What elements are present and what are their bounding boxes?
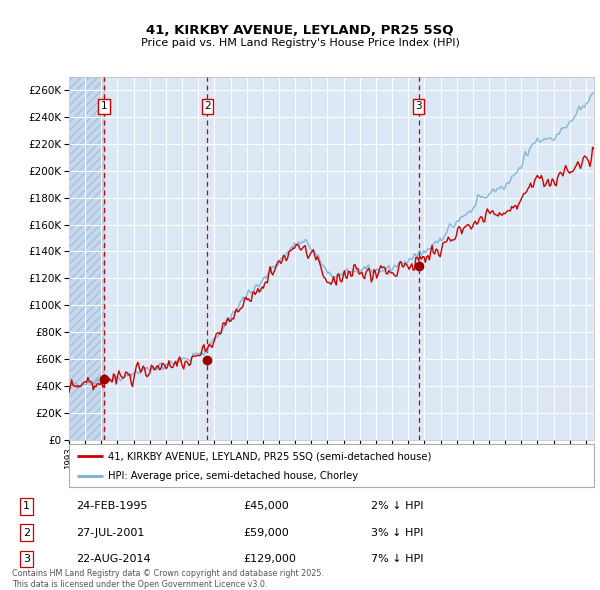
Text: 2: 2 <box>23 527 30 537</box>
Text: 27-JUL-2001: 27-JUL-2001 <box>76 527 144 537</box>
Text: £45,000: £45,000 <box>244 502 289 512</box>
Text: Contains HM Land Registry data © Crown copyright and database right 2025.
This d: Contains HM Land Registry data © Crown c… <box>12 569 324 589</box>
Text: 3% ↓ HPI: 3% ↓ HPI <box>371 527 424 537</box>
Text: 1: 1 <box>23 502 30 512</box>
Text: £59,000: £59,000 <box>244 527 289 537</box>
Bar <box>69 77 104 440</box>
Text: £129,000: £129,000 <box>244 553 296 563</box>
Text: Price paid vs. HM Land Registry's House Price Index (HPI): Price paid vs. HM Land Registry's House … <box>140 38 460 48</box>
Text: HPI: Average price, semi-detached house, Chorley: HPI: Average price, semi-detached house,… <box>109 471 359 481</box>
Text: 24-FEB-1995: 24-FEB-1995 <box>76 502 147 512</box>
Text: 41, KIRKBY AVENUE, LEYLAND, PR25 5SQ (semi-detached house): 41, KIRKBY AVENUE, LEYLAND, PR25 5SQ (se… <box>109 451 432 461</box>
Text: 1: 1 <box>100 101 107 112</box>
Text: 3: 3 <box>23 553 30 563</box>
Text: 7% ↓ HPI: 7% ↓ HPI <box>371 553 424 563</box>
Text: 22-AUG-2014: 22-AUG-2014 <box>76 553 151 563</box>
Text: 41, KIRKBY AVENUE, LEYLAND, PR25 5SQ: 41, KIRKBY AVENUE, LEYLAND, PR25 5SQ <box>146 24 454 37</box>
Bar <box>69 77 104 440</box>
Text: 3: 3 <box>415 101 422 112</box>
Text: 2: 2 <box>204 101 211 112</box>
Text: 2% ↓ HPI: 2% ↓ HPI <box>371 502 424 512</box>
